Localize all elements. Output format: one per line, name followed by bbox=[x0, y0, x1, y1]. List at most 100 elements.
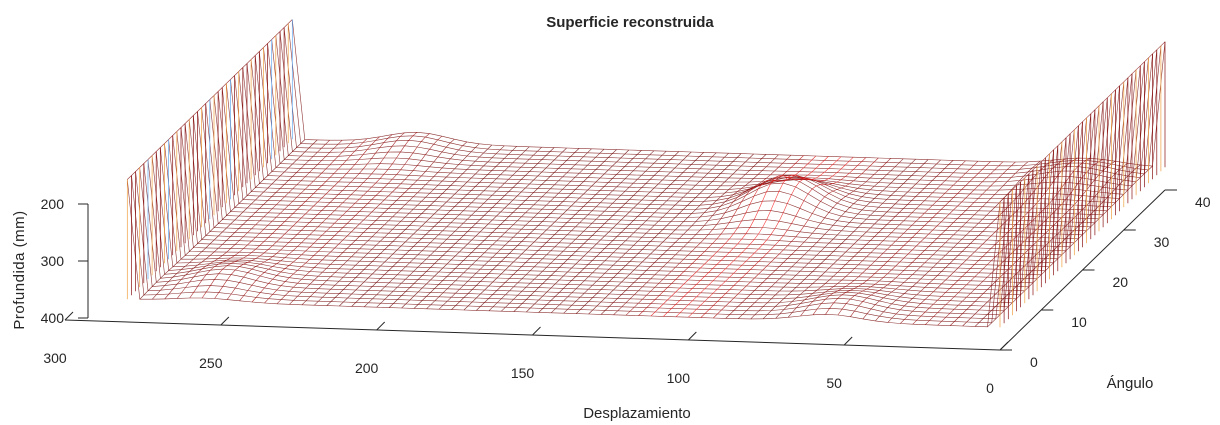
surface-col-line bbox=[413, 148, 580, 309]
x-tick-label: 150 bbox=[511, 365, 535, 381]
surface-col-line bbox=[276, 135, 443, 305]
y-axis-label: Ángulo bbox=[1107, 375, 1154, 392]
surface-col-line bbox=[538, 152, 704, 313]
surface-col-line bbox=[675, 156, 842, 318]
surface-col-line bbox=[226, 134, 393, 300]
y-tick-label: 0 bbox=[1030, 354, 1038, 370]
z-axis-label: Profundida (mm) bbox=[11, 210, 28, 329]
x-tick-mark bbox=[532, 326, 541, 336]
surface-col-line bbox=[264, 133, 430, 304]
z-axis: 200 300 400 Profundida (mm) bbox=[11, 196, 89, 330]
surface-row-line bbox=[263, 47, 1137, 195]
x-tick-label: 300 bbox=[43, 350, 67, 366]
surface-col-line bbox=[737, 158, 904, 319]
x-tick-label: 100 bbox=[667, 370, 691, 386]
y-tick-label: 10 bbox=[1071, 314, 1087, 330]
chart-title: Superficie reconstruida bbox=[546, 14, 714, 31]
z-tick-label: 200 bbox=[41, 196, 65, 212]
x-tick-mark bbox=[687, 331, 697, 341]
z-tick-label: 300 bbox=[41, 253, 65, 269]
surface-row-line bbox=[250, 59, 1125, 208]
surface-col-line bbox=[787, 160, 954, 318]
z-tick-group: 200 300 400 bbox=[41, 196, 88, 326]
surface-col-line bbox=[351, 146, 517, 307]
surface-col-line bbox=[401, 147, 567, 309]
surface-col-line bbox=[314, 143, 480, 306]
y-axis: 0 10 20 30 40 Ángulo bbox=[999, 189, 1211, 392]
surface-col-line bbox=[825, 161, 991, 315]
surface-col-line bbox=[613, 154, 779, 316]
surface-col-line bbox=[214, 136, 380, 299]
surface-col-line bbox=[750, 158, 916, 320]
surface-col-line bbox=[388, 147, 555, 308]
surface-col-line bbox=[363, 146, 530, 308]
surface-col-line bbox=[875, 160, 1041, 322]
surface-col-line bbox=[438, 148, 605, 310]
surface-col-line bbox=[775, 159, 941, 319]
surface-col-line bbox=[688, 156, 854, 318]
surface-col-line bbox=[600, 154, 767, 315]
y-tick-label: 30 bbox=[1154, 234, 1170, 250]
surface-col-line bbox=[289, 138, 455, 305]
surface-col-line bbox=[550, 152, 717, 314]
surface-col-line bbox=[650, 155, 817, 317]
x-tick-label: 50 bbox=[826, 375, 842, 391]
surface-col-line bbox=[301, 141, 468, 306]
y-tick-group: 0 10 20 30 40 bbox=[1000, 189, 1211, 370]
surface-col-line bbox=[713, 157, 879, 319]
x-tick-label: 250 bbox=[199, 355, 223, 371]
x-tick-label: 200 bbox=[355, 360, 379, 376]
x-tick-label: 0 bbox=[986, 380, 994, 396]
surface-row-line bbox=[254, 55, 1129, 203]
surface-col-line bbox=[526, 151, 692, 313]
x-tick-mark bbox=[376, 321, 386, 331]
surface-col-line bbox=[251, 132, 418, 303]
surface-col-line bbox=[164, 139, 330, 300]
surface-col-line bbox=[463, 149, 630, 311]
surface-col-line bbox=[638, 155, 804, 316]
surface-col-line bbox=[725, 158, 891, 319]
surface-col-line bbox=[887, 159, 1053, 323]
surface-row-line bbox=[292, 19, 1166, 167]
x-tick-mark bbox=[220, 316, 230, 326]
z-tick-label: 400 bbox=[41, 310, 65, 326]
surface-row-line bbox=[287, 23, 1162, 171]
surface-col-line bbox=[924, 158, 1091, 325]
y-tick-label: 40 bbox=[1195, 194, 1211, 210]
x-tick-mark bbox=[843, 336, 853, 346]
surface-col-line bbox=[476, 150, 642, 311]
surface-col-line bbox=[326, 144, 493, 306]
surface-col-line bbox=[912, 157, 1078, 325]
surface-col-line bbox=[588, 153, 754, 315]
x-axis: 300 250 200 150 100 50 0 Desplazamiento bbox=[43, 311, 1009, 422]
surface-row-line bbox=[259, 51, 1133, 199]
surface-row-line bbox=[267, 43, 1141, 191]
x-axis-label: Desplazamiento bbox=[583, 405, 691, 422]
surface-col-line bbox=[937, 159, 1103, 326]
surface-col-line bbox=[800, 160, 966, 317]
surface-col-line bbox=[189, 139, 355, 299]
surface-col-line bbox=[451, 149, 617, 310]
surface-col-line bbox=[513, 151, 680, 312]
surface-col-line bbox=[575, 153, 742, 314]
surface-col-line bbox=[176, 139, 343, 299]
surface-col-line bbox=[762, 159, 929, 320]
surface-col-line bbox=[376, 146, 542, 308]
x-tick-mark bbox=[64, 311, 74, 321]
surface-col-line bbox=[488, 150, 655, 312]
surface-col-line bbox=[152, 139, 318, 300]
surface-col-line bbox=[850, 161, 1016, 317]
surface-col-line bbox=[426, 148, 592, 310]
surface-col-line bbox=[700, 157, 867, 318]
surface-col-line bbox=[201, 138, 368, 299]
surface-col-line bbox=[837, 161, 1004, 316]
x-tick-group: 300 250 200 150 100 50 0 bbox=[43, 311, 1009, 396]
surface-col-line bbox=[239, 132, 405, 301]
surface-col-line bbox=[812, 160, 979, 315]
surface-col-line bbox=[563, 152, 729, 314]
y-tick-label: 20 bbox=[1113, 274, 1129, 290]
surface-col-line bbox=[900, 158, 1066, 324]
surface-mesh bbox=[126, 19, 1166, 328]
surface-row-line bbox=[283, 27, 1158, 175]
